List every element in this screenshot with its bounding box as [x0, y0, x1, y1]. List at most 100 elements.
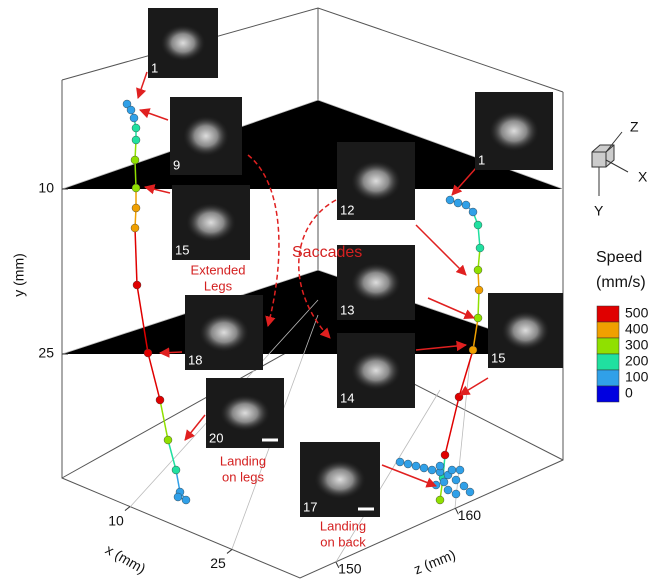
inset-subject	[351, 351, 401, 390]
triad-label: Z	[630, 119, 639, 135]
trajectory-point	[130, 223, 140, 233]
trajectory-point	[132, 280, 142, 290]
trajectory-point	[473, 265, 483, 275]
trajectory-point	[451, 489, 461, 499]
trajectory-point	[440, 450, 450, 460]
inset-subject	[186, 203, 236, 242]
trajectories	[122, 99, 485, 505]
trajectory-point	[155, 395, 165, 405]
trajectory-point	[465, 487, 475, 497]
trajectory-point	[129, 113, 139, 123]
trajectory-point	[130, 155, 140, 165]
frame-number: 1	[478, 152, 485, 167]
frame-number: 18	[188, 352, 202, 367]
inset-subject	[182, 115, 230, 157]
annotation: Landing	[220, 453, 266, 468]
arrows	[136, 71, 489, 488]
trajectory-point	[411, 461, 421, 471]
tick-mark	[226, 549, 233, 554]
y-tick-label: 10	[38, 180, 54, 196]
z-axis-label: z (mm)	[411, 546, 457, 577]
frame-number: 9	[173, 157, 180, 172]
trajectory-point	[131, 123, 141, 133]
trajectory-point	[171, 465, 181, 475]
y-axis-label: y (mm)	[11, 253, 27, 297]
colorbar-tick-label: 500	[625, 305, 648, 321]
trajectory-point	[447, 465, 457, 475]
trajectory-segment	[159, 399, 169, 441]
frame-number: 20	[209, 430, 223, 445]
trajectory-point	[122, 99, 132, 109]
trajectory-point	[403, 459, 413, 469]
trajectory-segment	[458, 349, 474, 398]
trajectory-point	[419, 463, 429, 473]
trajectory-point	[475, 243, 485, 253]
colorbar-swatch	[596, 369, 620, 387]
colorbar-swatch	[596, 321, 620, 339]
trajectory-point	[131, 135, 141, 145]
frame-number: 15	[175, 242, 189, 257]
frame-number: 12	[340, 202, 354, 217]
trajectory-point	[131, 183, 141, 193]
inset-subject	[220, 394, 270, 432]
annotation: Landing	[320, 518, 366, 533]
annotation: Legs	[204, 278, 233, 293]
colorbar-swatch	[596, 337, 620, 355]
orientation-triad: Z X Y	[591, 119, 648, 219]
colorbar-swatch	[596, 305, 620, 323]
triad-label: X	[638, 169, 648, 185]
annotation: Extended	[191, 262, 246, 277]
trajectory-point	[468, 207, 478, 217]
colorbar-tick-label: 400	[625, 321, 648, 337]
x-tick-label: 10	[108, 512, 124, 528]
colorbar-tick-label: 200	[625, 353, 648, 369]
trajectory-point	[443, 485, 453, 495]
inset-subject	[351, 160, 401, 202]
saccades-label: Saccades	[292, 244, 362, 261]
trajectory-point	[453, 198, 463, 208]
trajectory-point	[473, 220, 483, 230]
triad-label: Y	[594, 203, 604, 219]
trajectory-segment	[444, 396, 460, 456]
trajectory-point	[427, 465, 437, 475]
tick-mark	[124, 506, 131, 511]
annotation: on legs	[222, 469, 264, 484]
trajectory-segment	[134, 159, 137, 189]
inset-subject	[501, 311, 550, 350]
trajectory-segment	[167, 439, 177, 471]
frame-number: 17	[303, 499, 317, 514]
inset-subject	[314, 460, 366, 499]
tick-mark	[454, 508, 459, 515]
z-tick-label: 160	[458, 507, 482, 523]
trajectory-point	[474, 285, 484, 295]
trajectory-point	[181, 495, 191, 505]
colorbar-title: (mm/s)	[596, 274, 646, 291]
trajectory-point	[143, 348, 153, 358]
x-axis-label: x (mm)	[103, 541, 149, 577]
colorbar-tick-label: 0	[625, 385, 633, 401]
trajectory-point	[126, 105, 136, 115]
trajectory-segment	[136, 284, 149, 354]
z-tick-label: 150	[338, 561, 362, 577]
trajectory-point	[455, 465, 465, 475]
trajectory-point	[435, 461, 445, 471]
inset-subject	[489, 110, 539, 152]
inset-subject	[160, 24, 206, 62]
colorbar-swatch	[596, 385, 620, 403]
trajectory-segment	[472, 317, 479, 351]
trajectory-point	[459, 481, 469, 491]
x-tick-label: 25	[210, 555, 226, 571]
trajectory-point	[163, 435, 173, 445]
trajectory-segment	[134, 227, 138, 286]
frame-number: 1	[151, 60, 158, 75]
frame-number: 14	[340, 390, 354, 405]
trajectory-segment	[477, 289, 480, 319]
trajectory-point	[395, 457, 405, 467]
trajectory-point	[131, 203, 141, 213]
inset-subject	[351, 263, 401, 302]
trajectory-point	[435, 495, 445, 505]
trajectory-segment	[147, 352, 161, 401]
tick-mark	[335, 561, 340, 569]
trajectory-point	[173, 492, 183, 502]
